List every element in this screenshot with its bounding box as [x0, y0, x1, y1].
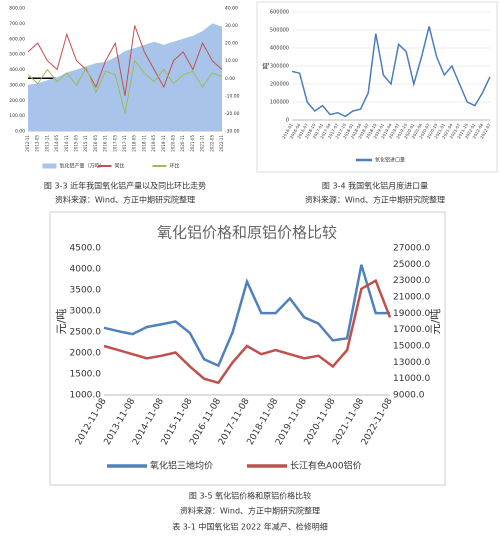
y2-tick-label: 9000.0 [393, 391, 425, 401]
x-tick-label: 2021-05 [190, 135, 195, 152]
area [28, 23, 222, 131]
y-tick-label: 700.00 [9, 21, 25, 27]
y2-tick-label: 17000.0 [393, 325, 430, 335]
y2-tick-label: -30.00 [225, 129, 240, 135]
y2-tick-label: 11000.0 [393, 374, 430, 384]
x-tick-label: 2016-11 [103, 135, 108, 152]
y2-tick-label: 15000.0 [393, 342, 430, 352]
chart-frame [256, 1, 498, 173]
x-tick-label: 2022-11-08 [360, 397, 395, 448]
legend-label: 氧化铝产量（万吨） [60, 163, 105, 170]
caption: 表 3-1 中国氧化铝 2022 年减产、检修明细 [172, 522, 328, 532]
y-tick-label: 1500.0 [70, 370, 102, 380]
x-tick-label: 2018-05 [132, 135, 137, 152]
x-tick-label: 2014-11 [64, 135, 69, 152]
caption: 图 3-5 氧化铝价格和原铝价格比较 [189, 491, 311, 501]
y2-tick-label: 0.00 [225, 76, 235, 82]
y2-tick-label: 20.00 [225, 41, 238, 47]
x-tick-label: 2013-11 [44, 135, 49, 152]
y-tick-label: 2000.0 [70, 349, 102, 359]
caption: 图 3-3 近年我国氧化铝产量以及同比环比走势 [44, 181, 206, 191]
x-tick-label: 2022-05 [209, 135, 214, 152]
chart-frame [49, 211, 446, 486]
y-tick-label: 1000.0 [70, 391, 102, 401]
y-tick-label: 400.00 [9, 67, 25, 73]
y-tick-label: 4000.0 [70, 265, 102, 275]
y2-tick-label: 30.00 [225, 23, 238, 29]
legend-label: 氧化铝三地均价 [150, 460, 213, 472]
line [27, 25, 223, 96]
x-tick-label: 2020-11 [180, 135, 185, 152]
y-tick-label: 800.00 [9, 6, 25, 12]
y2-tick-label: -20.00 [225, 111, 240, 117]
y-tick-label: 3000.0 [70, 307, 102, 317]
chart-title: 氧化铝价格和原铝价格比较 [157, 224, 337, 242]
y-tick-label: 500000 [270, 28, 289, 34]
y-tick-label: 200.00 [9, 98, 25, 104]
y-axis-label: 吨 [261, 63, 270, 70]
y-tick-label: 0 [286, 118, 289, 124]
caption: 图 3-4 我国氧化铝月度进口量 [322, 181, 428, 191]
y2-tick-label: -10.00 [225, 93, 240, 99]
y-tick-label: 3500.0 [70, 286, 102, 296]
legend-label: 氧化铝进口量 [375, 157, 405, 164]
y-tick-label: 300.00 [9, 82, 25, 88]
y-tick-label: 100000 [270, 100, 289, 106]
x-tick-label: 2016-05 [93, 135, 98, 152]
source: 资料来源：Wind、方正中期研究院整理 [180, 506, 320, 516]
x-tick-label: 2022-11 [219, 135, 224, 152]
x-tick-label: 2018-11 [141, 135, 146, 152]
y-tick-label: 500.00 [9, 52, 25, 58]
x-tick-label: 2013-05 [35, 135, 40, 152]
y2-tick-label: 27000.0 [393, 244, 430, 254]
y-tick-label: 400000 [270, 46, 289, 52]
y2-tick-label: 13000.0 [393, 358, 430, 368]
y-tick-label: 100.00 [9, 113, 25, 119]
legend-label: 环比 [170, 163, 180, 170]
x-tick-label: 2021-11 [200, 135, 205, 152]
legend-label: 长江有色A00铝价 [290, 460, 362, 472]
line [103, 278, 392, 385]
x-tick-label: 2020-05 [171, 135, 176, 152]
y2-tick-label: 10.00 [225, 58, 238, 64]
x-tick-label: 2012-11 [25, 135, 30, 152]
x-tick-label: 2014-05 [54, 135, 59, 152]
y-tick-label: 2500.0 [70, 328, 102, 338]
y2-axis-label: 元/吨 [429, 309, 442, 335]
source: 资料来源：Wind、方正中期研究院整理 [305, 195, 445, 205]
y-tick-label: 300000 [270, 64, 289, 70]
y-tick-label: 4500.0 [70, 244, 102, 254]
line [291, 26, 491, 118]
x-tick-label: 2015-05 [74, 135, 79, 152]
y-tick-label: 200000 [270, 82, 289, 88]
y-tick-label: 0.00 [15, 129, 25, 135]
x-tick-label: 2017-11 [122, 135, 127, 152]
y2-tick-label: 40.00 [225, 6, 238, 12]
x-tick-label: 2019-05 [151, 135, 156, 152]
y-tick-label: 600000 [270, 10, 289, 16]
x-tick-label: 2015-11 [83, 135, 88, 152]
y2-tick-label: 19000.0 [393, 309, 430, 319]
y2-tick-label: 21000.0 [393, 293, 430, 303]
line [27, 59, 223, 114]
x-tick-label: 2017-05 [112, 135, 117, 152]
source: 资料来源：Wind、方正中期研究院整理 [55, 195, 195, 205]
y2-tick-label: 23000.0 [393, 276, 430, 286]
line [103, 264, 390, 368]
y-axis-label: 元/吨 [55, 309, 68, 335]
y-tick-label: 600.00 [9, 36, 25, 42]
legend-label: 同比 [115, 163, 125, 170]
y2-tick-label: 25000.0 [393, 260, 430, 270]
x-tick-label: 2019-11 [161, 135, 166, 152]
